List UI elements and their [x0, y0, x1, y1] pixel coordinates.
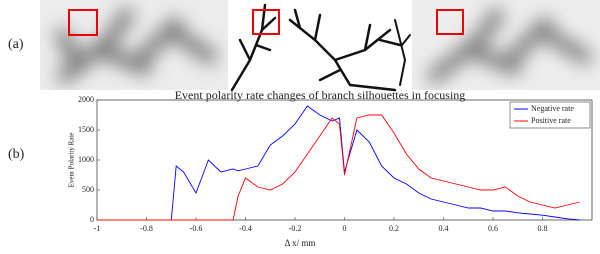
blurred-image [40, 0, 228, 90]
legend-label: Negative rate [531, 104, 574, 113]
legend-label: Positive rate [531, 116, 571, 125]
x-tick-label: -0.8 [140, 224, 153, 233]
x-tick-label: -1 [94, 224, 101, 233]
x-tick-label: -0.6 [190, 224, 203, 233]
data-line [97, 114, 580, 221]
y-tick-label: 0 [90, 215, 94, 224]
blurred-image [412, 0, 600, 90]
legend-box [509, 101, 591, 129]
silhouette-image [228, 0, 412, 92]
x-tick-label: -0.4 [239, 224, 252, 233]
y-tick-label: 2000 [78, 95, 94, 104]
x-tick-label: 0.8 [538, 224, 548, 233]
x-tick-label: 0.4 [439, 224, 449, 233]
panel-label: (a) [8, 37, 24, 52]
roi-box [252, 9, 280, 35]
plot: 0 500 1000 1500 2000 -1 -0.8 -0.6 -0.4 -0.2 0 0.2 0.… [78, 95, 593, 233]
y-tick-label: 1500 [78, 125, 94, 134]
roi-box [68, 9, 98, 36]
y-tick-label: 500 [82, 185, 94, 194]
x-axis-label: Δ x/ mm [285, 238, 316, 248]
panel-label: (b) [8, 147, 25, 162]
y-tick-label: 1000 [78, 155, 94, 164]
data-line [97, 105, 580, 221]
x-tick-label: 0.2 [389, 224, 399, 233]
chart-title: Event polarity rate changes of branch si… [175, 88, 466, 102]
roi-box [436, 9, 464, 35]
x-tick-label: 0 [343, 224, 347, 233]
x-tick-label: -0.2 [289, 224, 302, 233]
x-tick-label: 0.6 [488, 224, 498, 233]
y-axis-label: Event Polarity Rate [68, 133, 76, 188]
